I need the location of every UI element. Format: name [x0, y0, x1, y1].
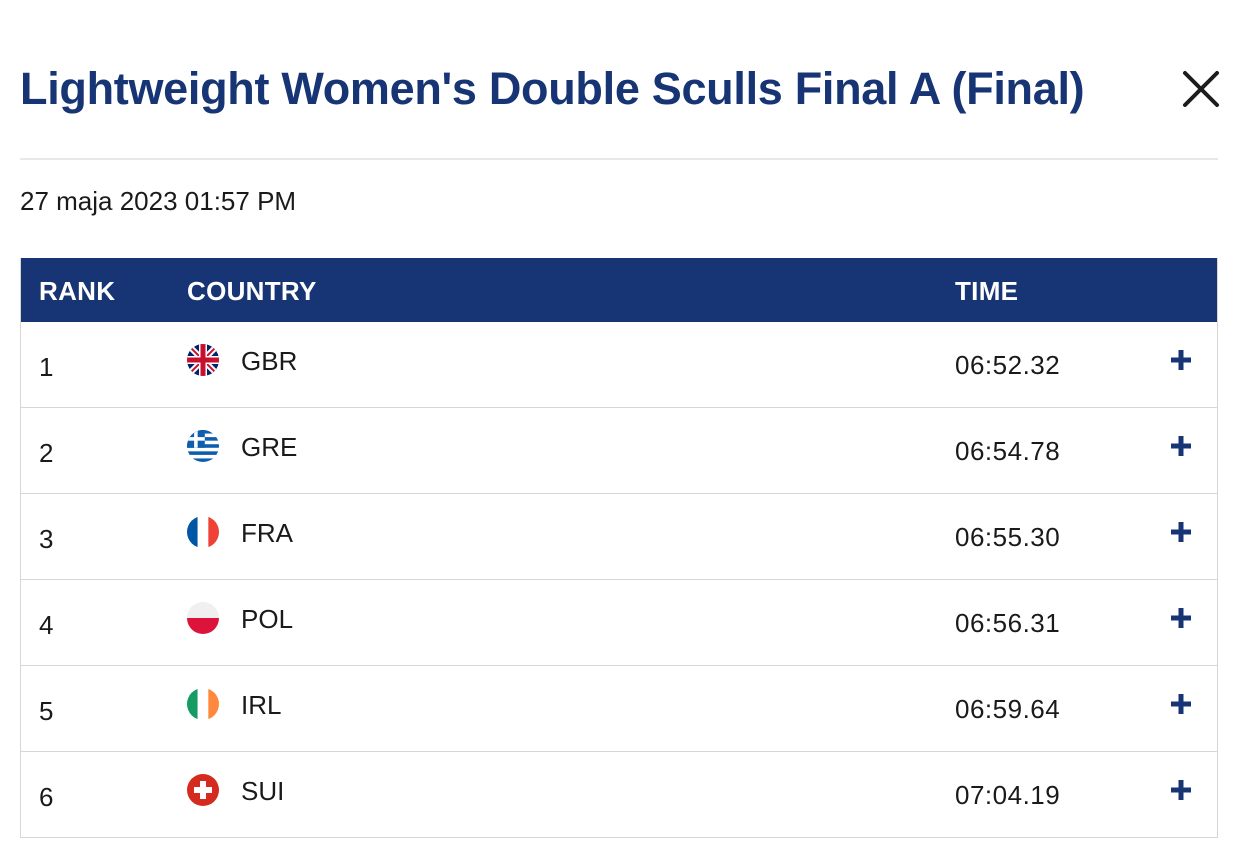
- time-cell: 06:56.31: [955, 608, 1061, 638]
- sui-flag-icon: [187, 774, 219, 806]
- header-country: COUNTRY: [187, 276, 317, 306]
- plus-icon[interactable]: [1167, 604, 1195, 632]
- table-row[interactable]: 6 SUI 07:04.19: [21, 751, 1217, 837]
- time-cell: 06:55.30: [955, 522, 1061, 552]
- rank-cell: 1: [39, 352, 54, 382]
- plus-icon[interactable]: [1167, 346, 1195, 374]
- results-table: RANK COUNTRY TIME 1 GBR 06: [20, 258, 1218, 838]
- modal-header: Lightweight Women's Double Sculls Final …: [20, 58, 1220, 124]
- table-row[interactable]: 1 GBR 06:52.32: [21, 322, 1217, 407]
- plus-icon[interactable]: [1167, 690, 1195, 718]
- table-row[interactable]: 4 POL 06:56.31: [21, 579, 1217, 665]
- country-cell: POL: [241, 604, 294, 634]
- race-date: 27 maja 2023 01:57 PM: [20, 186, 297, 216]
- country-cell: GBR: [241, 346, 298, 376]
- table-row[interactable]: 2 GRE 06:54.78: [21, 407, 1217, 493]
- rank-cell: 6: [39, 782, 54, 812]
- header-time: TIME: [955, 276, 1019, 306]
- fra-flag-icon: [187, 516, 219, 548]
- header-rank: RANK: [39, 276, 116, 306]
- country-cell: GRE: [241, 432, 298, 462]
- plus-icon[interactable]: [1167, 776, 1195, 804]
- time-cell: 06:54.78: [955, 436, 1061, 466]
- page-title: Lightweight Women's Double Sculls Final …: [20, 63, 1085, 114]
- table-body: 1 GBR 06:52.32: [21, 322, 1217, 837]
- rank-cell: 5: [39, 696, 54, 726]
- country-cell: IRL: [241, 690, 282, 720]
- country-cell: FRA: [241, 518, 293, 548]
- irl-flag-icon: [187, 688, 219, 720]
- close-button[interactable]: [1182, 70, 1220, 108]
- header-divider: [20, 158, 1218, 160]
- time-cell: 06:52.32: [955, 350, 1061, 380]
- plus-icon[interactable]: [1167, 518, 1195, 546]
- time-cell: 07:04.19: [955, 780, 1061, 810]
- pol-flag-icon: [187, 602, 219, 634]
- table-row[interactable]: 5 IRL 06:59.64: [21, 665, 1217, 751]
- plus-icon[interactable]: [1167, 432, 1195, 460]
- gbr-flag-icon: [187, 344, 219, 376]
- time-cell: 06:59.64: [955, 694, 1061, 724]
- country-cell: SUI: [241, 776, 285, 806]
- rank-cell: 2: [39, 438, 54, 468]
- rank-cell: 3: [39, 524, 54, 554]
- table-row[interactable]: 3 FRA 06:55.30: [21, 493, 1217, 579]
- rank-cell: 4: [39, 610, 54, 640]
- close-icon: [1183, 71, 1219, 107]
- gre-flag-icon: [187, 430, 219, 462]
- table-header: RANK COUNTRY TIME: [21, 258, 1217, 322]
